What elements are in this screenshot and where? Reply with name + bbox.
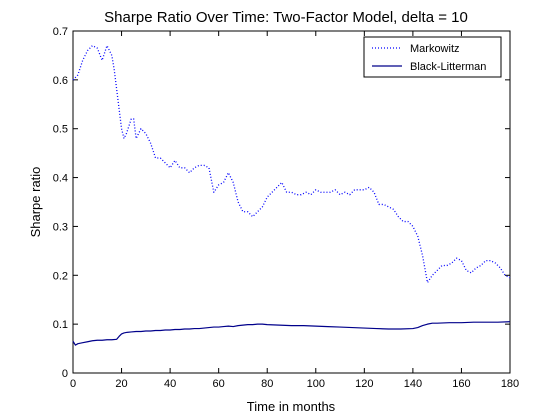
x-tick-label: 180 [501,378,519,390]
x-axis-ticks: 0 20 40 60 80 100 120 140 160 180 [70,31,519,390]
y-tick-label: 0.3 [53,221,68,233]
y-tick-label: 0.4 [53,173,68,185]
x-tick-label: 120 [355,378,373,390]
x-tick-label: 20 [115,378,127,390]
chart-title: Sharpe Ratio Over Time: Two-Factor Model… [104,9,468,26]
y-tick-label: 0.1 [53,319,68,331]
legend: Markowitz Black-Litterman [363,36,502,78]
x-tick-label: 0 [70,378,76,390]
y-axis-label: Sharpe ratio [28,167,43,238]
y-tick-label: 0 [62,368,68,380]
x-tick-label: 80 [261,378,273,390]
plot-area [72,30,511,374]
legend-box [363,36,502,78]
x-tick-label: 100 [307,378,325,390]
plot-frame [72,30,511,374]
legend-markowitz-label: Markowitz [410,43,460,55]
x-tick-label: 160 [452,378,470,390]
x-tick-label: 60 [213,378,225,390]
x-axis-label: Time in months [247,399,336,414]
y-tick-label: 0.6 [53,75,68,87]
x-tick-label: 40 [164,378,176,390]
legend-black-litterman-label: Black-Litterman [410,61,486,73]
y-axis-ticks: 0 0.1 0.2 0.3 0.4 0.5 0.6 0.7 [53,26,510,380]
black-litterman-series-line [72,321,511,346]
y-tick-label: 0.7 [53,26,68,38]
y-tick-label: 0.5 [53,124,68,136]
x-tick-label: 140 [404,378,422,390]
series-layer [72,45,511,346]
y-tick-label: 0.2 [53,270,68,282]
